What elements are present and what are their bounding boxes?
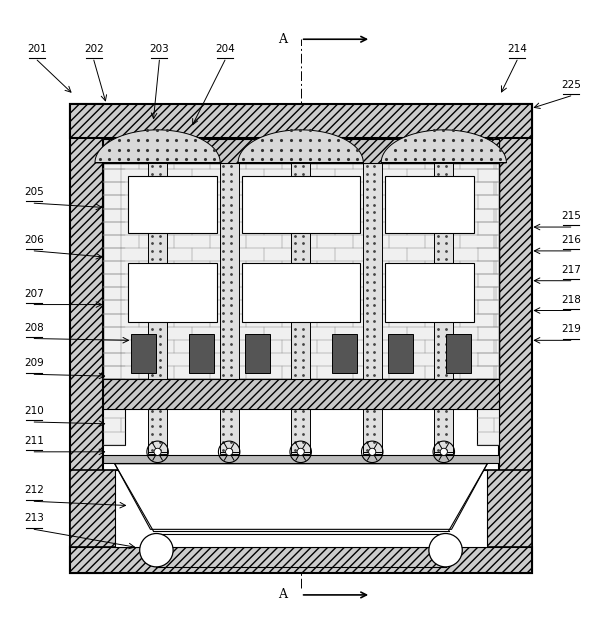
Bar <box>241 176 360 233</box>
Bar <box>385 176 474 233</box>
Bar <box>385 263 474 322</box>
Bar <box>103 137 125 445</box>
Bar <box>499 103 532 573</box>
Bar <box>363 162 382 379</box>
Bar <box>103 162 499 379</box>
Circle shape <box>140 534 173 567</box>
Circle shape <box>440 448 447 455</box>
Bar <box>131 334 156 373</box>
Circle shape <box>429 534 462 567</box>
Text: 212: 212 <box>24 485 44 495</box>
Bar <box>128 176 217 233</box>
Bar <box>434 409 453 453</box>
Text: 216: 216 <box>561 235 580 245</box>
Bar <box>103 379 499 409</box>
Bar <box>103 455 499 463</box>
Bar <box>388 334 413 373</box>
Text: 215: 215 <box>561 211 580 221</box>
Text: 202: 202 <box>84 44 104 54</box>
Text: 217: 217 <box>561 265 580 275</box>
Polygon shape <box>381 130 506 162</box>
Bar <box>455 470 532 547</box>
Text: 219: 219 <box>561 324 580 334</box>
Bar <box>332 334 357 373</box>
Text: 205: 205 <box>25 187 44 198</box>
Bar <box>128 263 217 322</box>
Bar <box>103 139 499 162</box>
Bar <box>148 162 167 379</box>
Text: 209: 209 <box>25 359 44 368</box>
Text: 201: 201 <box>28 44 47 54</box>
Circle shape <box>154 448 161 455</box>
Bar <box>446 334 471 373</box>
Polygon shape <box>238 130 364 162</box>
Bar <box>189 334 214 373</box>
Bar <box>220 409 238 453</box>
Bar <box>148 409 167 453</box>
Circle shape <box>226 448 233 455</box>
Bar <box>244 334 270 373</box>
Circle shape <box>368 448 376 455</box>
Text: 213: 213 <box>24 514 44 524</box>
Text: A: A <box>279 33 288 46</box>
Bar <box>70 547 532 573</box>
Text: 218: 218 <box>561 295 580 305</box>
Bar <box>434 162 453 379</box>
Bar <box>363 409 382 453</box>
Polygon shape <box>114 464 488 529</box>
Bar <box>220 162 238 379</box>
Bar <box>241 263 360 322</box>
Text: 214: 214 <box>507 44 527 54</box>
Polygon shape <box>95 130 220 162</box>
Bar <box>291 409 310 453</box>
Bar <box>70 470 147 547</box>
Bar <box>114 470 488 547</box>
Text: 211: 211 <box>24 436 44 446</box>
Circle shape <box>297 448 304 455</box>
Bar <box>477 137 499 445</box>
Bar <box>70 103 532 137</box>
Text: 204: 204 <box>215 44 235 54</box>
Text: 210: 210 <box>25 406 44 416</box>
Text: 225: 225 <box>561 80 580 90</box>
Text: 208: 208 <box>25 322 44 332</box>
Text: 203: 203 <box>150 44 170 54</box>
Bar <box>70 103 103 573</box>
Text: A: A <box>279 588 288 601</box>
Text: 206: 206 <box>25 235 44 245</box>
Bar <box>291 162 310 379</box>
Text: 207: 207 <box>25 288 44 298</box>
